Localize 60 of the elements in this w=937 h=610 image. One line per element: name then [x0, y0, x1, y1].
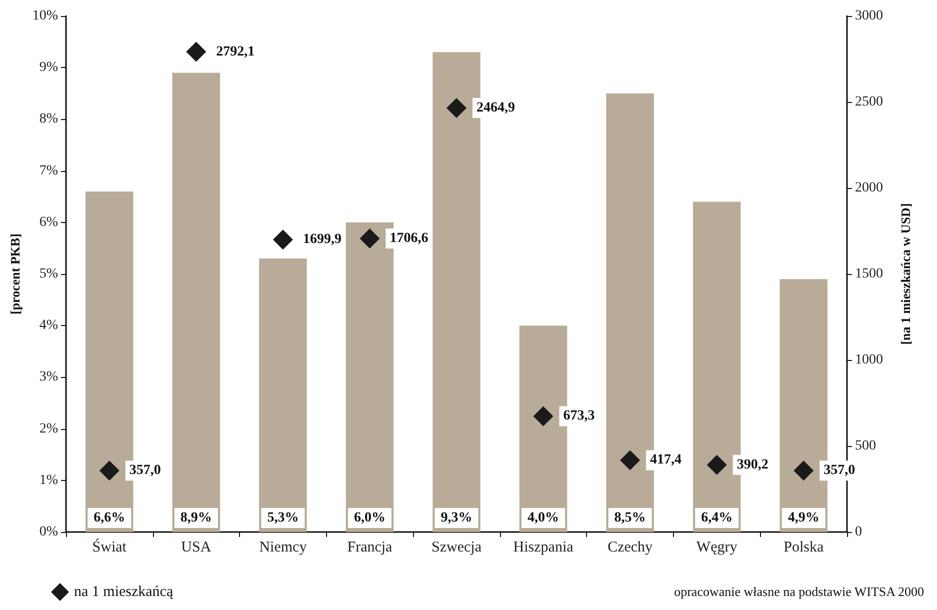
- y2-tick-label: 1500: [855, 266, 883, 282]
- x-tick-label: Hiszpania: [513, 540, 574, 556]
- data-label: 5,3%: [267, 510, 299, 526]
- data-label: 2792,1: [216, 44, 255, 60]
- point: [446, 98, 466, 118]
- y2-tick-label: 2500: [855, 94, 883, 110]
- y-tick-label: 4%: [39, 318, 58, 334]
- data-label: 6,4%: [701, 510, 733, 526]
- data-label: 8,9%: [180, 510, 212, 526]
- y-axis-title: [procent PKB]: [7, 234, 22, 314]
- point: [706, 454, 727, 475]
- data-label: 4,9%: [788, 510, 820, 526]
- y2-tick-label: 1000: [855, 352, 883, 368]
- bar: [259, 258, 307, 532]
- y2-axis-title: [na 1 mieszkańca w USD]: [898, 203, 913, 345]
- x-tick-label: USA: [181, 540, 212, 556]
- point: [186, 42, 206, 62]
- y-tick-label: 2%: [39, 421, 58, 436]
- data-label: 6,6%: [94, 510, 126, 526]
- y2-tick-label: 0: [855, 524, 862, 540]
- point: [360, 228, 380, 248]
- data-label: 357,0: [129, 463, 161, 478]
- x-tick-label: Niemcy: [259, 540, 308, 556]
- y2-tick-label: 2000: [855, 180, 883, 196]
- data-label: 8,5%: [614, 510, 646, 526]
- y-tick-label: 8%: [39, 112, 58, 127]
- y-tick-label: 6%: [39, 214, 58, 230]
- point: [99, 460, 120, 481]
- y-tick-label: 5%: [39, 266, 58, 282]
- y-tick-label: 0%: [39, 524, 58, 540]
- y-tick-label: 7%: [39, 163, 58, 178]
- point: [533, 406, 554, 426]
- data-label: 4,0%: [528, 510, 560, 526]
- point: [272, 230, 293, 250]
- data-label: 1706,6: [390, 230, 428, 246]
- bar: [172, 72, 220, 532]
- x-tick-label: Świat: [92, 538, 128, 556]
- point: [794, 460, 814, 481]
- data-label: 673,3: [563, 408, 595, 424]
- data-label: 357,0: [824, 463, 856, 478]
- x-tick-label: Czechy: [608, 540, 654, 556]
- x-tick-label: Szwecja: [432, 540, 482, 556]
- data-label: 2464,9: [476, 100, 515, 116]
- x-tick-label: Polska: [784, 540, 824, 556]
- text: opracowanie własne na podstawie WITSA 2000: [674, 584, 924, 599]
- y-tick-label: 9%: [39, 60, 58, 76]
- y-tick-label: 3%: [39, 370, 58, 385]
- data-label: 417,4: [650, 452, 682, 468]
- data-label: 390,2: [736, 457, 768, 472]
- y-tick-label: 1%: [39, 472, 58, 488]
- point: [620, 450, 640, 470]
- y2-tick-label: 3000: [855, 8, 883, 24]
- data-label: 1699,9: [302, 232, 342, 248]
- x-tick-label: Francja: [347, 540, 393, 556]
- y2-tick-label: 500: [855, 438, 876, 454]
- data-label: 6,0%: [354, 510, 386, 526]
- x-tick-label: Węgry: [696, 540, 738, 556]
- data-label: 9,3%: [440, 510, 472, 526]
- legend-label: na 1 mieszkańcą: [74, 584, 174, 600]
- y-tick-label: 10%: [32, 8, 58, 24]
